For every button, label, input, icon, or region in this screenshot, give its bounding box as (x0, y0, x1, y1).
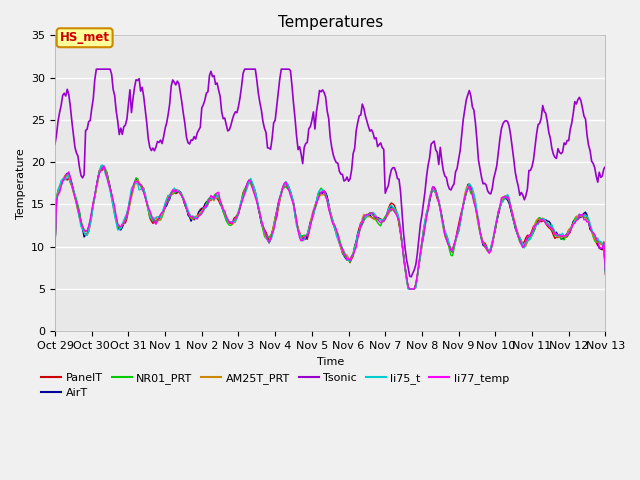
Line: PanelT: PanelT (55, 168, 605, 289)
li77_temp (366, 211, 374, 216)
Tsonic (602, 164, 609, 169)
li77_temp (538, 216, 545, 222)
li77_temp (397, 227, 404, 233)
Tsonic (51, 141, 59, 147)
li77_temp (406, 286, 413, 292)
NR01_PRT (406, 286, 413, 292)
li77_temp (155, 216, 163, 221)
Legend: PanelT, AirT, NR01_PRT, AM25T_PRT, Tsonic, li75_t, li77_temp: PanelT, AirT, NR01_PRT, AM25T_PRT, Tsoni… (36, 368, 514, 403)
li77_temp (385, 209, 392, 215)
AM25T_PRT (385, 212, 392, 217)
Tsonic (67, 104, 74, 109)
Tsonic (397, 189, 404, 194)
NR01_PRT (602, 268, 609, 274)
li77_temp (602, 267, 609, 273)
AM25T_PRT (397, 229, 404, 235)
li75_t (602, 270, 609, 276)
PanelT (366, 210, 374, 216)
PanelT (51, 243, 59, 249)
PanelT (385, 206, 392, 212)
AirT (100, 164, 108, 170)
li77_temp (100, 163, 108, 168)
li75_t (538, 216, 545, 222)
AirT (397, 229, 404, 235)
Line: li77_temp: li77_temp (55, 166, 605, 289)
AirT (67, 175, 74, 181)
AirT (385, 209, 392, 215)
Line: li75_t: li75_t (55, 165, 605, 289)
li75_t (366, 211, 374, 216)
Y-axis label: Temperature: Temperature (15, 148, 26, 219)
X-axis label: Time: Time (317, 357, 344, 367)
AirT (51, 243, 59, 249)
AM25T_PRT (99, 163, 106, 168)
NR01_PRT (538, 216, 545, 222)
PanelT (397, 231, 404, 237)
AM25T_PRT (67, 180, 74, 185)
AM25T_PRT (155, 218, 163, 224)
li75_t (67, 178, 74, 183)
AirT (155, 216, 163, 221)
PanelT (100, 165, 108, 170)
Line: NR01_PRT: NR01_PRT (55, 166, 605, 289)
NR01_PRT (67, 179, 74, 184)
li75_t (155, 215, 163, 220)
AirT (538, 217, 545, 223)
AM25T_PRT (602, 267, 609, 273)
Tsonic (385, 183, 392, 189)
Tsonic (92, 66, 100, 72)
PanelT (67, 180, 74, 186)
Line: Tsonic: Tsonic (55, 69, 605, 277)
NR01_PRT (51, 243, 59, 249)
Tsonic (155, 140, 163, 145)
AM25T_PRT (406, 286, 413, 292)
Line: AirT: AirT (55, 167, 605, 289)
PanelT (602, 272, 609, 277)
li77_temp (67, 174, 74, 180)
li77_temp (51, 242, 59, 248)
NR01_PRT (366, 210, 374, 216)
li75_t (51, 243, 59, 249)
li75_t (99, 162, 106, 168)
AM25T_PRT (51, 242, 59, 248)
Text: HS_met: HS_met (60, 31, 109, 44)
li75_t (404, 286, 412, 292)
Tsonic (538, 116, 545, 121)
Line: AM25T_PRT: AM25T_PRT (55, 166, 605, 289)
AM25T_PRT (538, 217, 545, 223)
AirT (406, 286, 413, 292)
li75_t (385, 206, 392, 212)
NR01_PRT (397, 228, 404, 234)
AirT (602, 267, 609, 273)
Title: Temperatures: Temperatures (278, 15, 383, 30)
li75_t (397, 226, 404, 232)
NR01_PRT (155, 217, 163, 223)
AM25T_PRT (366, 214, 374, 220)
Tsonic (408, 274, 415, 280)
PanelT (538, 219, 545, 225)
Tsonic (366, 128, 374, 134)
PanelT (155, 214, 163, 220)
NR01_PRT (385, 211, 392, 216)
NR01_PRT (100, 163, 108, 169)
AirT (366, 212, 374, 217)
PanelT (406, 286, 413, 292)
